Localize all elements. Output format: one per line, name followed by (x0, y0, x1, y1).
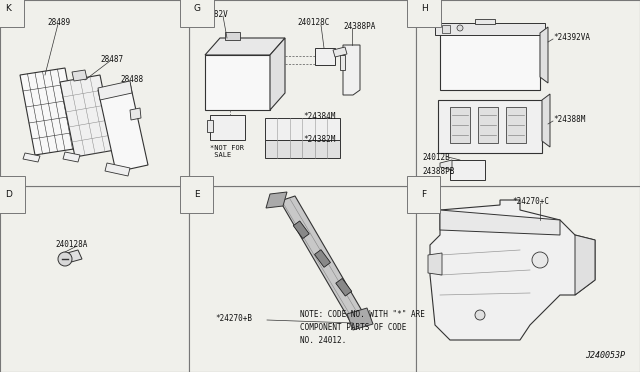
Text: *24388M: *24388M (553, 115, 586, 124)
Polygon shape (440, 33, 540, 90)
Text: 24012B: 24012B (422, 153, 450, 162)
Text: 24382V: 24382V (200, 10, 228, 19)
Text: *NOT FOR
 SALE: *NOT FOR SALE (210, 145, 244, 158)
Circle shape (58, 252, 72, 266)
Bar (0, 186, 189, 372)
Polygon shape (130, 108, 141, 120)
Polygon shape (450, 160, 485, 180)
Bar (416, 186, 640, 372)
Polygon shape (20, 68, 80, 155)
Polygon shape (23, 153, 40, 162)
Polygon shape (333, 47, 347, 57)
Polygon shape (98, 83, 148, 172)
Polygon shape (207, 120, 213, 132)
Text: *24384M: *24384M (303, 112, 335, 121)
Polygon shape (336, 278, 352, 296)
Polygon shape (60, 75, 115, 157)
Polygon shape (205, 38, 285, 55)
Polygon shape (575, 235, 595, 295)
Bar (189, 186, 416, 372)
Polygon shape (314, 250, 330, 267)
Text: G: G (194, 4, 201, 13)
Polygon shape (270, 38, 285, 110)
Text: E: E (194, 190, 200, 199)
Text: K: K (5, 4, 11, 13)
Text: D: D (5, 190, 12, 199)
Polygon shape (105, 163, 130, 176)
Circle shape (475, 310, 485, 320)
Polygon shape (430, 200, 595, 340)
Text: 28488: 28488 (120, 75, 143, 84)
Polygon shape (435, 23, 545, 35)
Text: *24382M: *24382M (303, 135, 335, 144)
Polygon shape (205, 55, 270, 110)
Polygon shape (438, 100, 542, 153)
Polygon shape (347, 308, 373, 330)
Polygon shape (265, 118, 340, 140)
Polygon shape (72, 70, 87, 81)
Polygon shape (63, 152, 80, 162)
Polygon shape (540, 27, 548, 83)
Text: *24270+C: *24270+C (512, 197, 549, 206)
Circle shape (532, 252, 548, 268)
Text: H: H (421, 4, 428, 13)
Polygon shape (542, 94, 550, 147)
Text: J240053P: J240053P (585, 351, 625, 360)
Polygon shape (293, 221, 309, 238)
Polygon shape (210, 115, 245, 140)
Polygon shape (428, 253, 442, 275)
Text: *24270+B: *24270+B (215, 314, 252, 323)
Text: 24388PA: 24388PA (343, 22, 376, 31)
Polygon shape (343, 45, 360, 95)
Text: 240128C: 240128C (297, 18, 330, 27)
Text: 28487: 28487 (100, 55, 123, 64)
Polygon shape (440, 160, 452, 170)
Polygon shape (442, 25, 450, 33)
Polygon shape (98, 81, 132, 100)
Text: COMPONENT PARTS OF CODE: COMPONENT PARTS OF CODE (300, 323, 406, 332)
Polygon shape (265, 140, 340, 158)
Text: F: F (421, 190, 426, 199)
Polygon shape (60, 250, 82, 264)
Polygon shape (450, 107, 470, 143)
Polygon shape (440, 210, 560, 235)
Bar (416, 0, 640, 186)
Circle shape (457, 25, 463, 31)
Polygon shape (478, 107, 498, 143)
Text: NOTE: CODE NO. WITH "*" ARE: NOTE: CODE NO. WITH "*" ARE (300, 310, 425, 319)
Polygon shape (225, 32, 240, 40)
Polygon shape (506, 107, 526, 143)
Text: 240128A: 240128A (55, 240, 88, 249)
Text: 28489: 28489 (47, 18, 70, 27)
Text: NO. 24012.: NO. 24012. (300, 336, 346, 345)
Polygon shape (475, 19, 495, 24)
Text: 24388PB: 24388PB (422, 167, 454, 176)
Polygon shape (266, 192, 287, 208)
Polygon shape (315, 48, 335, 65)
Polygon shape (280, 196, 365, 321)
Polygon shape (340, 55, 345, 70)
Bar (0, 0, 189, 186)
Bar (189, 0, 416, 186)
Text: *24392VA: *24392VA (553, 33, 590, 42)
